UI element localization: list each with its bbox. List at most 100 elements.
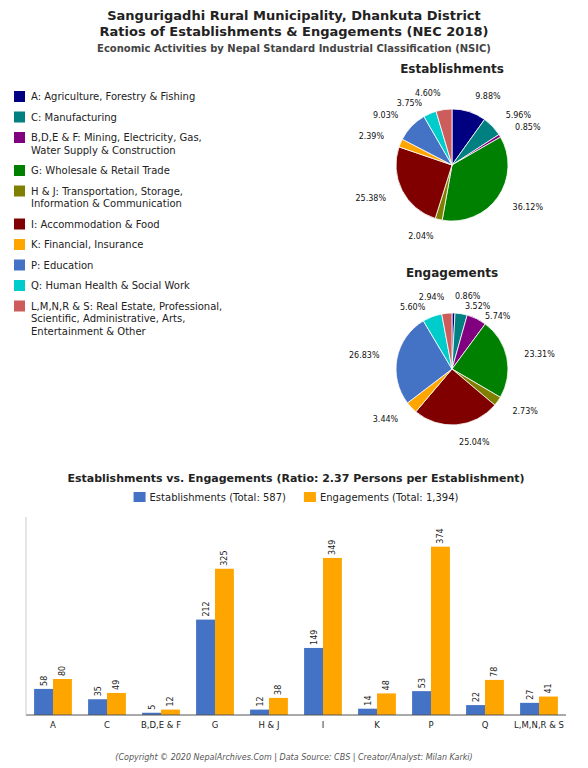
pie: EstablishmentsA: Agriculture, Forestry &… [356, 62, 544, 241]
data-label: 35 [94, 686, 103, 696]
bar [431, 547, 450, 715]
legend-entry: K: Financial, Insurance [31, 239, 143, 250]
bar [53, 679, 72, 715]
x-tick-label: K [374, 720, 380, 730]
data-label: 4.60% [415, 89, 441, 98]
data-label: 5.74% [485, 312, 511, 321]
legend-entry: Q: Human Health & Social Work [31, 280, 190, 291]
data-label: 3.75% [397, 99, 423, 108]
bar [196, 620, 215, 715]
legend-swatch [14, 112, 25, 123]
data-label: 3.44% [373, 415, 399, 424]
legend-entry: I: Accommodation & Food [31, 219, 160, 230]
x-tick-label: C [104, 720, 110, 730]
subtitle: Economic Activities by Nepal Standard In… [97, 43, 491, 54]
pie-title: Establishments [400, 62, 504, 76]
data-label: 78 [490, 667, 499, 677]
legend-entry: G: Wholesale & Retail Trade [31, 165, 170, 176]
legend-swatch [304, 492, 316, 502]
legend-swatch [14, 132, 25, 143]
data-label: 5.60% [400, 303, 426, 312]
chart: Sangurigadhi Rural Municipality, Dhankut… [0, 0, 588, 768]
pie-title: Engagements [406, 266, 498, 280]
data-label: 149 [310, 630, 319, 645]
data-label: 14 [364, 696, 373, 706]
data-label: 22 [472, 692, 481, 702]
data-label: 12 [166, 696, 175, 706]
bar [34, 689, 53, 715]
data-label: 36.12% [513, 203, 544, 212]
data-label: 80 [58, 666, 67, 676]
data-label: 0.85% [515, 123, 541, 132]
data-label: 2.04% [408, 232, 434, 241]
data-label: 3.52% [465, 302, 491, 311]
bar [358, 709, 377, 715]
legend-swatch [14, 91, 25, 102]
data-label: 12 [256, 696, 265, 706]
data-label: 48 [382, 680, 391, 690]
y-range-line [26, 517, 27, 715]
data-label: 2.94% [419, 293, 445, 302]
legend-entry: H & J: Transportation, Storage,Informati… [31, 186, 183, 210]
legend-entry: Engagements (Total: 1,394) [320, 492, 459, 503]
legend-swatch [14, 219, 25, 230]
data-label: 25.38% [356, 194, 387, 203]
bar-chart: Establishments vs. Engagements (Ratio: 2… [26, 472, 566, 730]
legend-swatch [14, 280, 25, 291]
data-label: 374 [436, 528, 445, 543]
data-labels: 5835521212149145322278049123253834948374… [40, 528, 554, 709]
x-tick-label: I [322, 720, 325, 730]
x-tick-label: L,M,N,R & S [514, 720, 564, 730]
bar [377, 693, 396, 715]
legend: Establishments (Total: 587) Engagements (… [134, 492, 459, 503]
bar [323, 558, 342, 715]
pie-slice: L,M,N,R & S: Real Estate, Professional, … [442, 313, 452, 369]
data-label: 23.31% [524, 350, 555, 359]
x-axis [26, 715, 566, 716]
data-label: 212 [202, 601, 211, 616]
data-label: 41 [544, 683, 553, 693]
footer: (Copyright © 2020 NepalArchives.Com | Da… [115, 753, 472, 762]
legend-swatch [14, 239, 25, 250]
x-tick-label: G [212, 720, 219, 730]
x-tick-label: H & J [259, 720, 280, 730]
x-tick-label: B,D,E & F [141, 720, 181, 730]
bar [250, 710, 269, 715]
legend-swatch [14, 186, 25, 197]
data-label: 9.88% [475, 92, 501, 101]
x-tick-label: A [50, 720, 56, 730]
data-label: 2.73% [512, 407, 538, 416]
data-label: 9.03% [373, 111, 399, 120]
data-label: 38 [274, 685, 283, 695]
bar [107, 693, 126, 715]
data-label: 0.86% [455, 292, 481, 301]
bar-title: Establishments vs. Engagements (Ratio: 2… [67, 472, 524, 485]
legend-entry: P: Education [31, 260, 93, 271]
bar [412, 691, 431, 715]
data-label: 5 [148, 705, 157, 710]
bar [304, 648, 323, 715]
bar [466, 705, 485, 715]
data-label: 5.96% [506, 111, 532, 120]
data-label: 53 [418, 678, 427, 688]
bar [161, 710, 180, 715]
bar [269, 698, 288, 715]
bar [88, 699, 107, 715]
legend-entry: Establishments (Total: 587) [150, 492, 286, 503]
bar [520, 703, 539, 715]
pie-slice: L,M,N,R & S: Real Estate, Professional, … [436, 109, 452, 165]
title: Sangurigadhi Rural Municipality, Dhankut… [107, 8, 481, 23]
bar [215, 569, 234, 715]
data-label: 49 [112, 680, 121, 690]
legend-entry: B,D,E & F: Mining, Electricity, Gas,Wate… [31, 132, 202, 156]
x-tick-label: Q [482, 720, 489, 730]
title: Ratios of Establishments & Engagements (… [100, 24, 489, 39]
pie: EngagementsA: Agriculture, Forestry & Fi… [349, 266, 555, 447]
legend-swatch [14, 260, 25, 271]
data-label: 27 [526, 690, 535, 700]
data-label: 325 [220, 550, 229, 565]
bars [34, 547, 558, 715]
bar [539, 697, 558, 715]
data-label: 2.39% [359, 132, 385, 141]
data-label: 58 [40, 676, 49, 686]
